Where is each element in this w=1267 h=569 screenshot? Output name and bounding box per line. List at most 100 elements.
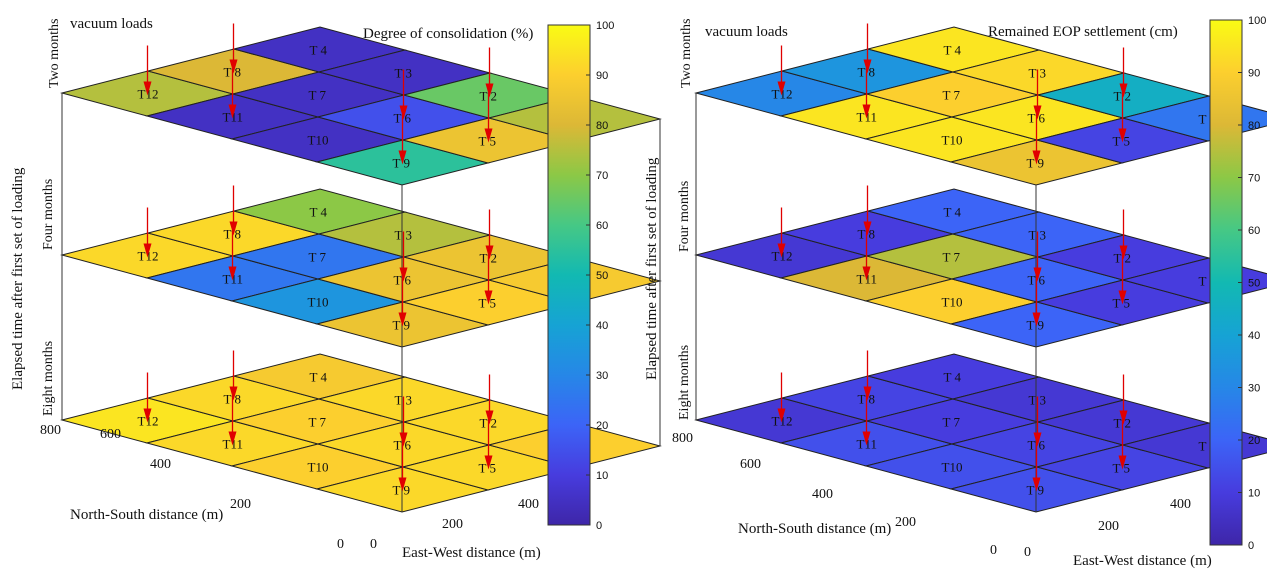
vacuum-load-arrows bbox=[143, 23, 494, 492]
vacuum-arrow-head bbox=[484, 128, 493, 143]
x-tick-label: 600 bbox=[740, 457, 761, 472]
tile-label: T12 bbox=[772, 249, 793, 264]
colorbar-tick-label: 90 bbox=[1248, 68, 1260, 80]
vacuum-arrow-head bbox=[1032, 477, 1041, 492]
tile-label: T 9 bbox=[393, 318, 410, 333]
x-tick-label: 200 bbox=[895, 515, 916, 530]
tile-label: T 9 bbox=[1027, 483, 1044, 498]
tile-label: T10 bbox=[308, 295, 329, 310]
colorbar-tick-label: 10 bbox=[596, 470, 608, 482]
tile-label: T 7 bbox=[309, 415, 327, 430]
y-tick-label: 200 bbox=[1098, 519, 1119, 534]
vacuum-loads-annotation: vacuum loads bbox=[705, 24, 788, 40]
vacuum-arrow-head bbox=[143, 81, 152, 96]
vacuum-arrow-head bbox=[228, 266, 237, 281]
x-tick-label: 800 bbox=[672, 431, 693, 446]
colorbar-tick-label: 90 bbox=[596, 70, 608, 82]
x-tick-label: 400 bbox=[812, 487, 833, 502]
vacuum-arrow-head bbox=[484, 455, 493, 470]
left-panel-consolidation: Degree of consolidation (%) vacuum loads… bbox=[10, 16, 662, 561]
vacuum-arrow-head bbox=[862, 266, 871, 281]
vacuum-arrow-head bbox=[228, 431, 237, 446]
vacuum-arrow-head bbox=[399, 267, 408, 282]
vacuum-arrow-head bbox=[1118, 455, 1127, 470]
vacuum-arrow-head bbox=[398, 477, 407, 492]
y-axis-label: East-West distance (m) bbox=[1073, 553, 1212, 569]
tile-label: T 9 bbox=[393, 483, 410, 498]
tile-label: T12 bbox=[772, 414, 793, 429]
colorbar-tick-label: 40 bbox=[1248, 330, 1260, 342]
x-tick-label: 600 bbox=[100, 427, 121, 442]
tile-label: T 7 bbox=[943, 415, 961, 430]
tile-label: T 4 bbox=[310, 205, 328, 220]
vacuum-arrow-head bbox=[863, 59, 872, 74]
vacuum-arrow-head bbox=[863, 386, 872, 401]
z-axis-label: Elapsed time after first set of loading bbox=[644, 157, 660, 380]
vacuum-arrow-head bbox=[1118, 290, 1127, 305]
colorbar-tick-label: 30 bbox=[1248, 383, 1260, 395]
tile-label: T 5 bbox=[1113, 461, 1130, 476]
colorbar-tick-label: 70 bbox=[596, 170, 608, 182]
colorbar-tick-label: 80 bbox=[596, 120, 608, 132]
chart-title: Degree of consolidation (%) bbox=[363, 26, 533, 42]
colorbar-tick-label: 10 bbox=[1248, 488, 1260, 500]
x-tick-label: 400 bbox=[150, 457, 171, 472]
colorbar-tick-label: 20 bbox=[1248, 435, 1260, 447]
colorbar-tick-label: 70 bbox=[1248, 173, 1260, 185]
layer-label-eight-months: Eight months bbox=[41, 341, 56, 416]
tile-label: T10 bbox=[308, 460, 329, 475]
tile-label: T10 bbox=[942, 295, 963, 310]
vacuum-load-arrows bbox=[777, 23, 1128, 492]
vacuum-arrow-head bbox=[777, 81, 786, 96]
layer-label-eight-months: Eight months bbox=[677, 345, 692, 420]
vacuum-arrow-head bbox=[1119, 245, 1128, 260]
tile-label: T10 bbox=[308, 133, 329, 148]
x-axis-label: North-South distance (m) bbox=[738, 521, 891, 537]
x-tick-label: 0 bbox=[337, 537, 344, 552]
colorbar bbox=[547, 24, 591, 526]
colorbar-tick-label: 100 bbox=[1248, 15, 1266, 27]
vacuum-arrow-head bbox=[777, 243, 786, 258]
vacuum-arrow-head bbox=[485, 410, 494, 425]
x-axis-label: North-South distance (m) bbox=[70, 507, 223, 523]
vacuum-arrow-head bbox=[399, 432, 408, 447]
x-tick-label: 200 bbox=[230, 497, 251, 512]
y-axis-label: East-West distance (m) bbox=[402, 545, 541, 561]
tile-label: T 7 bbox=[309, 88, 327, 103]
colorbar-tick-label: 0 bbox=[1248, 540, 1254, 552]
vacuum-arrow-head bbox=[862, 104, 871, 119]
colorbar-tick-label: 0 bbox=[596, 520, 602, 532]
vacuum-arrow-head bbox=[229, 59, 238, 74]
colorbar-tick-label: 30 bbox=[596, 370, 608, 382]
colorbar-tick-label: 80 bbox=[1248, 120, 1260, 132]
vacuum-arrow-head bbox=[229, 221, 238, 236]
z-axis-label: Elapsed time after first set of loading bbox=[10, 167, 26, 390]
y-tick-label: 200 bbox=[442, 517, 463, 532]
tile-label: T12 bbox=[138, 249, 159, 264]
tile-label: T 5 bbox=[479, 461, 496, 476]
tile-label: T 7 bbox=[943, 250, 961, 265]
vacuum-arrow-head bbox=[229, 386, 238, 401]
vacuum-arrow-head bbox=[143, 408, 152, 423]
tile-label: T 4 bbox=[944, 370, 962, 385]
y-tick-label: 400 bbox=[518, 497, 539, 512]
layer-label-two-months: Two months bbox=[47, 19, 62, 88]
vacuum-arrow-head bbox=[484, 290, 493, 305]
vacuum-arrow-head bbox=[485, 245, 494, 260]
tile-label: T10 bbox=[942, 460, 963, 475]
colorbar-tick-label: 60 bbox=[596, 220, 608, 232]
tile-label: T 7 bbox=[309, 250, 327, 265]
vacuum-arrow-head bbox=[1119, 83, 1128, 98]
vacuum-arrow-head bbox=[1032, 150, 1041, 165]
vacuum-arrow-head bbox=[485, 83, 494, 98]
colorbar-tick-label: 50 bbox=[1248, 278, 1260, 290]
x-tick-label: 0 bbox=[990, 543, 997, 558]
tile-label: T 9 bbox=[1027, 156, 1044, 171]
layer-label-four-months: Four months bbox=[677, 181, 692, 252]
vacuum-arrow-head bbox=[398, 312, 407, 327]
tile-label: T 4 bbox=[310, 43, 328, 58]
tile-label: T 5 bbox=[1113, 296, 1130, 311]
vacuum-arrow-head bbox=[399, 105, 408, 120]
layer-label-four-months: Four months bbox=[41, 179, 56, 250]
